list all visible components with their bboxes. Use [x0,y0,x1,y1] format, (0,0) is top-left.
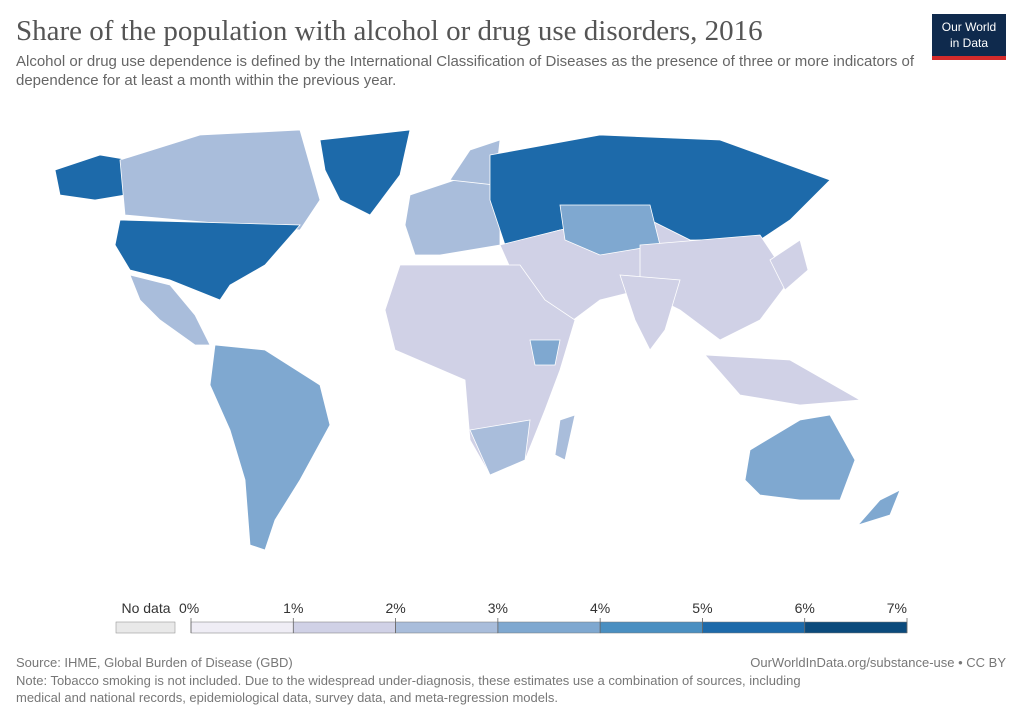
legend-tick-label: 5% [692,600,712,616]
logo-text: Our World [942,20,996,34]
url: OurWorldInData.org/substance-use • CC BY [750,655,1006,670]
southeast-asia [704,354,862,406]
legend-tick-label: 4% [590,600,610,616]
legend-bin [497,621,601,634]
legend-tick-label: 0% [179,600,199,616]
subtitle-box: Alcohol or drug use dependence is define… [16,53,915,89]
subtitle: Alcohol or drug use dependence is define… [16,53,915,89]
legend-tick-label: 3% [488,600,508,616]
japan [769,239,809,291]
legend-bin [293,621,396,634]
kazakhstan [559,204,661,256]
logo-bar [932,56,1006,60]
canada [119,129,321,231]
legend-bin [804,621,908,634]
legend-tick-label: 7% [887,600,907,616]
australia [744,414,856,501]
legend-bin [395,621,499,634]
legend-tick-label: 1% [283,600,303,616]
logo-text: in Data [950,36,988,50]
note: Note: Tobacco smoking is not included. D… [16,673,801,688]
madagascar [554,414,576,461]
central-america [129,274,211,346]
legend: No data 0% 1% 2% 3% 4% 5% 6% 7% [115,600,908,634]
logo-box [932,14,1006,56]
source: Source: IHME, Global Burden of Disease (… [16,655,293,670]
alaska [54,154,131,201]
greenland [319,129,411,216]
south-america [209,344,331,551]
no-data-label: No data [121,600,170,616]
legend-bin [190,621,294,634]
title: Share of the population with alcohol or … [16,15,763,47]
legend-bin [599,621,703,634]
india [619,274,681,351]
no-data-swatch [115,621,176,634]
usa [114,219,301,301]
ethiopia [529,339,561,366]
scandinavia [449,139,501,186]
legend-tick-label: 6% [795,600,815,616]
legend-tick-label: 2% [385,600,405,616]
note: medical and national records, epidemiolo… [16,690,558,705]
logo: Our World in Data [932,14,1006,60]
world-map [54,129,901,551]
legend-bin [702,621,805,634]
new-zealand [856,489,901,526]
europe [404,174,501,256]
southern-africa [469,419,531,476]
